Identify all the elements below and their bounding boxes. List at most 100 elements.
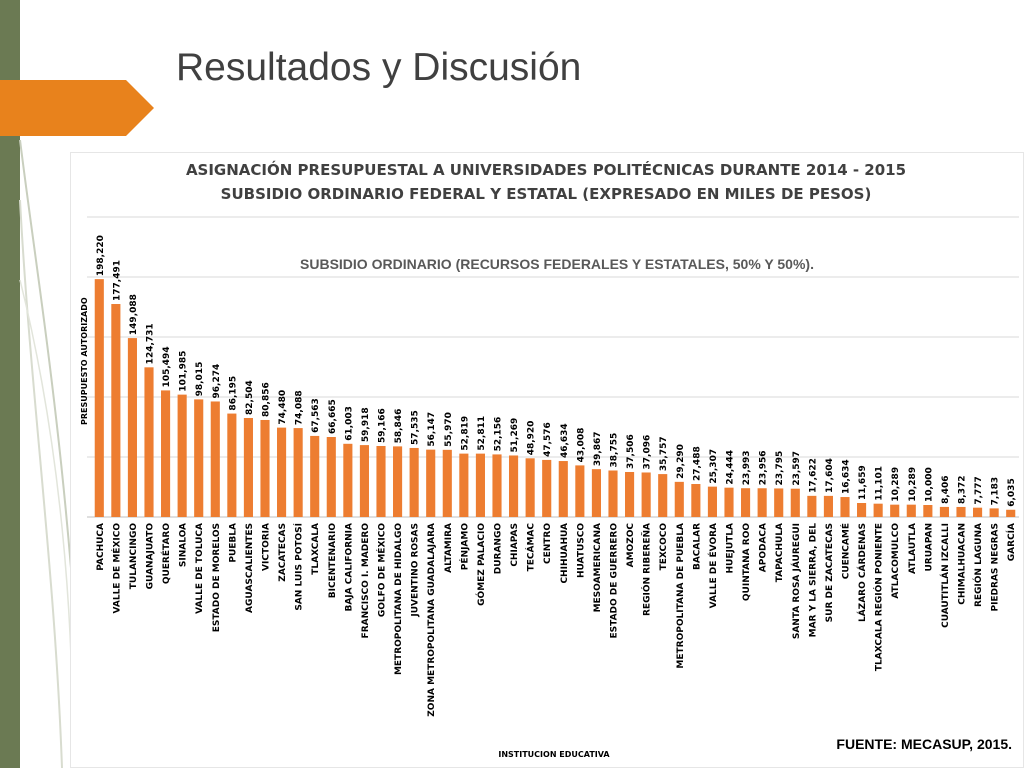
category-label: ESTADO DE MORELOS xyxy=(212,523,222,632)
category-label: QUERÉTARO xyxy=(160,523,172,585)
bar-value-label: 7,183 xyxy=(991,477,1001,505)
bar-value-label: 23,597 xyxy=(792,451,802,486)
category-label: PACHUCA xyxy=(96,523,106,571)
bar xyxy=(724,487,734,517)
chart-annotation: SUBSIDIO ORDINARIO (RECURSOS FEDERALES Y… xyxy=(300,256,814,272)
category-label: CUAUTITLÁN IZCALLI xyxy=(939,523,951,628)
bar-value-label: 96,274 xyxy=(212,364,222,399)
bar xyxy=(277,427,287,517)
bar-value-label: 23,993 xyxy=(742,450,752,485)
bar xyxy=(459,453,469,517)
category-label: FRANCISCO I. MADERO xyxy=(361,523,371,639)
bar xyxy=(393,446,403,517)
category-label: SINALOA xyxy=(179,523,189,567)
chart-subtitle: SUBSIDIO ORDINARIO FEDERAL Y ESTATAL (EX… xyxy=(221,185,872,203)
category-label: AMOZOC xyxy=(626,523,636,568)
category-label: MAR Y LA SIERRA, DEL xyxy=(808,523,818,638)
category-label: SAN LUIS POTOSÍ xyxy=(293,522,305,610)
bar-value-label: 24,444 xyxy=(726,450,736,485)
bar-value-label: 37,096 xyxy=(643,435,653,470)
category-label: BACALAR xyxy=(692,523,702,570)
category-label: TULANCINGO xyxy=(129,523,139,590)
bar xyxy=(807,495,817,517)
bar xyxy=(144,367,154,517)
bar xyxy=(542,459,552,517)
category-label: BAJA CALIFORNIA xyxy=(344,523,354,612)
bar xyxy=(558,461,568,517)
category-labels: PACHUCA VALLE DE MÉXICO TULANCINGO GUANAJUA… xyxy=(96,522,1017,716)
category-label: METROPOLITANA DE HIDALGO xyxy=(394,523,404,675)
bar-value-label: 17,622 xyxy=(808,458,818,493)
bar-value-label: 23,956 xyxy=(759,451,769,486)
category-label: QUINTANA ROO xyxy=(742,523,752,601)
bar xyxy=(210,401,220,517)
category-label: REGIÓN RIBEREÑA xyxy=(641,523,653,616)
bar-value-label: 8,406 xyxy=(941,475,951,503)
category-label: DURANGO xyxy=(494,523,504,575)
y-axis-label: PRESUPUESTO AUTORIZADO xyxy=(80,297,89,425)
bar-value-label: 46,634 xyxy=(560,423,570,458)
bar-value-label: 39,867 xyxy=(593,431,603,466)
bar-value-label: 52,156 xyxy=(494,417,504,452)
bar xyxy=(475,453,485,517)
bar xyxy=(409,447,419,517)
bar xyxy=(873,503,883,517)
chart-panel: ASIGNACIÓN PRESUPUESTAL A UNIVERSIDADES … xyxy=(70,152,1024,768)
category-label: CHIMALHUACAN xyxy=(958,523,968,605)
bar-value-label: 17,604 xyxy=(825,458,835,493)
category-label: MESOAMERICANA xyxy=(593,523,603,612)
category-label: GARCÍA xyxy=(1005,523,1017,561)
category-label: TLAXCALA REGIÓN PONIENTE xyxy=(873,523,885,671)
category-label: CENTRO xyxy=(543,523,553,564)
bar xyxy=(1006,509,1016,517)
bar-value-label: 82,504 xyxy=(245,380,255,415)
left-accent-strip xyxy=(0,0,20,768)
category-label: TAPACHULA xyxy=(775,523,785,582)
category-label: BICENTENARIO xyxy=(328,523,338,599)
category-label: VALLE DE ÉVORA xyxy=(707,523,719,608)
bar-value-label: 98,015 xyxy=(195,362,205,397)
bar-value-label: 37,506 xyxy=(626,434,636,469)
bar xyxy=(94,279,104,517)
bars xyxy=(94,279,1016,517)
category-label: URUAPAN xyxy=(924,523,934,572)
bar-value-label: 59,918 xyxy=(361,407,371,442)
category-label: SUR DE ZACATECAS xyxy=(825,523,835,622)
bar-value-label: 6,035 xyxy=(1007,478,1017,506)
category-label: ATLAUTLA xyxy=(908,523,918,574)
category-label: ESTADO DE GUERRERO xyxy=(610,523,620,639)
category-label: JUVENTINO ROSAS xyxy=(411,523,421,618)
bar xyxy=(194,399,204,517)
bar-value-label: 29,290 xyxy=(676,444,686,479)
bar xyxy=(774,488,784,517)
bar-value-label: 51,269 xyxy=(510,418,520,453)
category-label: HUATUSCO xyxy=(576,523,586,578)
bar xyxy=(608,470,618,517)
bar xyxy=(293,428,303,517)
category-label: PÉNJAMO xyxy=(458,523,470,571)
bar xyxy=(310,435,320,517)
bar-value-label: 10,289 xyxy=(891,467,901,502)
bar xyxy=(973,507,983,517)
bar xyxy=(509,455,519,517)
bar-value-label: 23,795 xyxy=(775,451,785,486)
budget-bar-chart: ASIGNACIÓN PRESUPUESTAL A UNIVERSIDADES … xyxy=(80,160,1019,759)
category-label: ALTAMIRA xyxy=(444,523,454,573)
bar-value-label: 25,307 xyxy=(709,449,719,484)
category-label: PUEBLA xyxy=(228,523,238,563)
bar xyxy=(939,506,949,517)
bar xyxy=(442,449,452,517)
bar xyxy=(426,449,436,517)
bar-value-label: 11,101 xyxy=(875,466,885,501)
chart-title: ASIGNACIÓN PRESUPUESTAL A UNIVERSIDADES … xyxy=(186,160,906,179)
bar-value-label: 80,856 xyxy=(262,382,272,417)
category-label: VALLE DE TOLUCA xyxy=(195,523,205,614)
bar xyxy=(906,504,916,517)
bar-value-label: 59,166 xyxy=(378,408,388,443)
category-label: CHIAPAS xyxy=(510,523,520,567)
category-label: GUANAJUATO xyxy=(146,523,156,590)
bar-value-label: 56,147 xyxy=(427,412,437,447)
bar-value-label: 27,488 xyxy=(692,446,702,481)
bar xyxy=(227,413,237,517)
bar xyxy=(127,338,137,517)
